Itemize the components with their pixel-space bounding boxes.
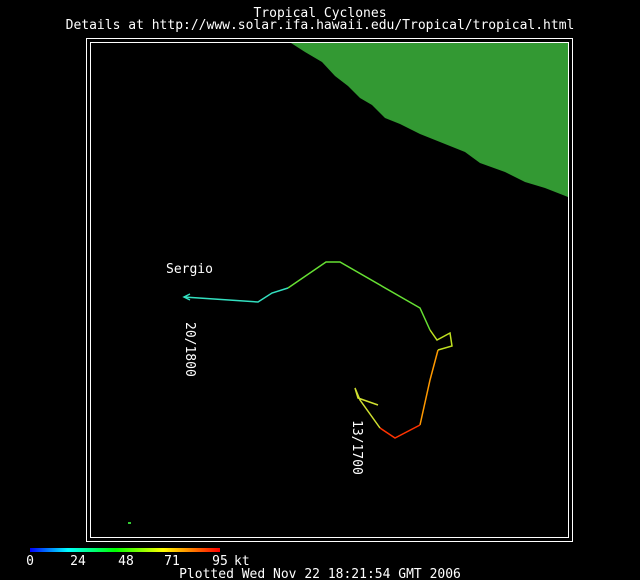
track-segment xyxy=(354,387,381,429)
scale-tick-label: 0 xyxy=(26,554,34,569)
scale-unit: kt xyxy=(234,554,250,569)
color-scale xyxy=(30,548,220,552)
storm-track xyxy=(182,261,453,439)
track-segment xyxy=(183,287,289,303)
scale-tick-label: 71 xyxy=(164,554,180,569)
scale-tick-label: 24 xyxy=(70,554,86,569)
frame-outer xyxy=(86,38,573,542)
track-segment xyxy=(287,261,431,331)
scale-tick-label: 95 xyxy=(212,554,228,569)
footer: Plotted Wed Nov 22 18:21:54 GMT 2006 xyxy=(179,567,461,580)
end-label: 20/1800 xyxy=(182,322,197,377)
track-segment xyxy=(419,349,439,426)
subtitle: Details at http://www.solar.ifa.hawaii.e… xyxy=(66,18,575,33)
scale-ticks: 0 24 48 71 95 kt xyxy=(26,554,250,569)
track-segment xyxy=(379,424,421,439)
frame-inner xyxy=(90,42,569,538)
track-arrow xyxy=(182,293,191,301)
start-label: 13/1700 xyxy=(349,420,364,475)
island xyxy=(128,522,131,524)
scale-tick-label: 48 xyxy=(118,554,134,569)
storm-name: Sergio xyxy=(166,262,213,277)
land xyxy=(291,43,568,197)
track-segment xyxy=(429,329,453,351)
title: Tropical Cyclones xyxy=(253,6,386,21)
